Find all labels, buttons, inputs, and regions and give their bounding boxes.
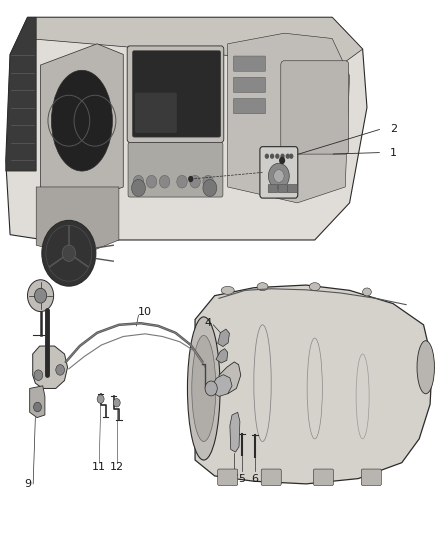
Ellipse shape <box>221 286 234 294</box>
Circle shape <box>34 402 42 412</box>
Text: 3: 3 <box>194 351 201 361</box>
FancyBboxPatch shape <box>233 77 265 93</box>
Circle shape <box>203 180 217 197</box>
FancyBboxPatch shape <box>135 93 177 133</box>
Circle shape <box>268 163 289 189</box>
Polygon shape <box>6 17 36 171</box>
Ellipse shape <box>309 282 320 290</box>
FancyBboxPatch shape <box>278 184 288 193</box>
Circle shape <box>274 169 284 182</box>
FancyBboxPatch shape <box>128 142 223 197</box>
Text: 4: 4 <box>205 318 212 328</box>
Ellipse shape <box>257 282 268 290</box>
Circle shape <box>275 154 279 159</box>
Circle shape <box>286 154 290 159</box>
Ellipse shape <box>192 335 216 441</box>
Circle shape <box>289 154 293 159</box>
Text: 9: 9 <box>24 479 31 489</box>
Text: 2: 2 <box>390 124 397 134</box>
Polygon shape <box>228 33 350 203</box>
Polygon shape <box>230 413 240 452</box>
Circle shape <box>270 154 274 159</box>
Text: 1: 1 <box>390 148 397 158</box>
Text: 12: 12 <box>110 462 124 472</box>
Polygon shape <box>195 285 432 484</box>
Polygon shape <box>30 386 45 418</box>
Circle shape <box>56 365 64 375</box>
Polygon shape <box>212 375 232 397</box>
Circle shape <box>42 220 96 286</box>
Circle shape <box>265 154 269 159</box>
Polygon shape <box>216 349 228 363</box>
Text: 7: 7 <box>231 474 238 484</box>
FancyBboxPatch shape <box>233 99 265 114</box>
FancyBboxPatch shape <box>361 469 381 486</box>
Polygon shape <box>28 17 363 65</box>
Polygon shape <box>33 346 67 389</box>
Circle shape <box>113 399 120 407</box>
Polygon shape <box>6 17 367 240</box>
FancyBboxPatch shape <box>261 469 281 486</box>
Ellipse shape <box>363 288 371 296</box>
Text: 6: 6 <box>251 474 258 484</box>
Circle shape <box>280 154 285 159</box>
Circle shape <box>279 157 285 164</box>
Circle shape <box>203 175 213 188</box>
Ellipse shape <box>417 341 434 394</box>
Ellipse shape <box>187 317 220 460</box>
FancyBboxPatch shape <box>127 46 224 142</box>
FancyBboxPatch shape <box>281 61 349 154</box>
Circle shape <box>62 245 76 262</box>
Circle shape <box>34 370 43 381</box>
Polygon shape <box>219 362 241 394</box>
Circle shape <box>146 175 157 188</box>
Text: 8: 8 <box>192 375 199 384</box>
Polygon shape <box>218 329 230 346</box>
Ellipse shape <box>51 70 113 171</box>
FancyBboxPatch shape <box>218 469 238 486</box>
FancyBboxPatch shape <box>233 56 265 71</box>
Circle shape <box>188 176 193 182</box>
Text: 10: 10 <box>138 306 152 317</box>
Circle shape <box>177 175 187 188</box>
Circle shape <box>97 395 104 403</box>
FancyBboxPatch shape <box>132 51 221 137</box>
FancyBboxPatch shape <box>268 184 278 193</box>
Circle shape <box>35 288 47 303</box>
Circle shape <box>205 381 217 396</box>
Circle shape <box>190 175 200 188</box>
Circle shape <box>159 175 170 188</box>
FancyBboxPatch shape <box>260 147 298 198</box>
FancyBboxPatch shape <box>288 184 297 193</box>
Circle shape <box>133 175 144 188</box>
Circle shape <box>131 180 145 197</box>
Polygon shape <box>41 44 123 203</box>
Polygon shape <box>36 187 119 256</box>
FancyBboxPatch shape <box>314 469 333 486</box>
Text: 5: 5 <box>238 474 245 484</box>
Text: 11: 11 <box>92 462 106 472</box>
Circle shape <box>28 280 53 312</box>
